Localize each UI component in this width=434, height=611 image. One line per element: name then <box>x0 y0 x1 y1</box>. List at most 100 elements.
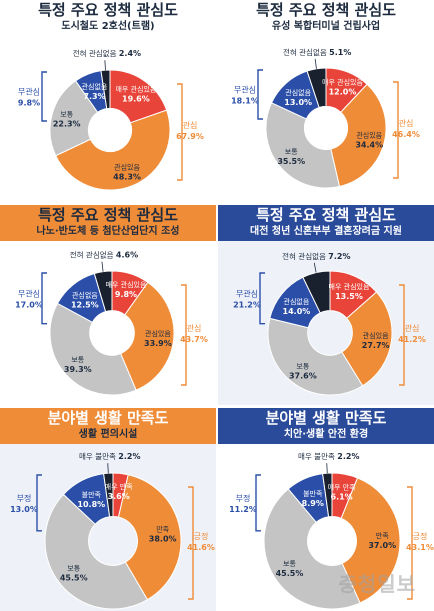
negative-bracket <box>259 272 265 325</box>
positive-bracket <box>393 81 399 179</box>
group-value: 9.8% <box>18 99 40 108</box>
chart-subtitle: 유성 복합터미널 건립사업 <box>271 21 381 32</box>
slice-value: 38.0% <box>149 534 177 543</box>
chart-header: 특정 주요 정책 관심도 도시철도 2호선(트램) <box>0 0 216 36</box>
slice-value: 2.2% <box>337 452 359 461</box>
pie-slice <box>330 83 387 188</box>
group-label: 무관심 <box>18 87 40 97</box>
slice-label: 관심있음 <box>363 331 389 340</box>
positive-bracket <box>181 284 187 386</box>
slice-label: 보통 <box>71 356 84 364</box>
group-label: 부정 <box>236 493 251 503</box>
slice-value: 19.6% <box>122 94 150 103</box>
pie-slice <box>44 493 149 610</box>
slice-label: 관심없음 <box>284 297 310 306</box>
slice-label: 매우 만족 <box>105 482 134 491</box>
group-label: 관심 <box>405 323 420 333</box>
chart-subtitle: 대전 청년 신혼부부 결혼장려금 지원 <box>250 226 402 237</box>
slice-value: 14.0% <box>283 307 311 316</box>
slice-label: 매우 관심있음 <box>115 84 156 93</box>
group-label: 관심 <box>399 118 414 128</box>
pie-slice <box>263 488 361 610</box>
slice-label: 전혀 관심없음 2.4% <box>73 48 141 58</box>
slice-label: 보통 <box>285 148 298 156</box>
group-label: 무관심 <box>18 288 40 298</box>
group-value: 13.0% <box>10 505 38 514</box>
slice-value: 10.8% <box>77 500 105 509</box>
slice-label: 매우 관심있음 <box>329 282 370 291</box>
slice-value: 13.0% <box>284 98 312 107</box>
pie-slice <box>341 291 393 387</box>
slice-label: 보통 <box>60 111 73 119</box>
positive-bracket <box>407 486 413 600</box>
group-value: 46.4% <box>392 130 420 139</box>
group-label: 무관심 <box>234 85 256 95</box>
positive-bracket <box>399 284 405 386</box>
chart-title: 특정 주요 정책 관심도 <box>38 1 178 19</box>
slice-label: 매우 관심있음 <box>106 280 147 289</box>
positive-bracket <box>177 83 183 181</box>
chart-title: 특정 주요 정책 관심도 <box>38 206 178 224</box>
group-value: 43.1% <box>406 543 434 552</box>
pie-slice <box>267 317 364 396</box>
leader-line <box>107 463 109 474</box>
slice-label: 관심있음 <box>114 162 140 171</box>
leader-line <box>314 58 317 69</box>
group-label: 부정 <box>17 493 32 503</box>
group-value: 17.0% <box>15 300 43 309</box>
pie-slice <box>103 472 114 518</box>
group-label: 관심 <box>187 323 202 333</box>
slice-value: 5.1% <box>329 48 351 57</box>
group-label: 긍정 <box>413 531 428 541</box>
chart-panel-1: 특정 주요 정책 관심도 도시철도 2호선(트램) 매우 관심있음 19.6% 관심있음… <box>0 0 216 200</box>
slice-value: 2.2% <box>118 452 140 461</box>
chart-title: 분야별 생활 만족도 <box>265 409 387 427</box>
pie-slice <box>302 270 331 314</box>
slice-value: 35.5% <box>277 157 305 166</box>
leader-line <box>326 463 328 474</box>
group-value: 41.2% <box>398 335 426 344</box>
group-value: 18.1% <box>231 97 259 106</box>
pie-slice <box>306 67 327 109</box>
watermark: 충청일보 <box>338 572 416 596</box>
pie-slice <box>120 281 175 391</box>
group-value: 67.9% <box>176 132 204 141</box>
slice-value: 7.3% <box>83 92 105 101</box>
negative-bracket <box>257 69 263 120</box>
slice-label: 매우 관심있음 <box>322 77 363 86</box>
slice-value: 13.5% <box>335 292 363 301</box>
negative-bracket <box>41 71 47 122</box>
slice-label: 전혀 관심없음 5.1% <box>283 47 351 57</box>
chart-panel-5: 분야별 생활 만족도 생활 편의시설 매우 만족 3.6% 만족 38.0% 보통 45.5%… <box>0 408 216 611</box>
pie-slice <box>49 80 99 157</box>
leader-line <box>104 60 106 71</box>
slice-label: 관심없음 <box>72 290 98 299</box>
pie-slice <box>93 270 113 313</box>
pie-slice <box>109 69 168 124</box>
slice-label: 전혀 관심없음 7.2% <box>282 251 350 261</box>
slice-label: 전혀 관심없음 4.6% <box>70 250 138 260</box>
slice-value: 37.6% <box>289 371 317 380</box>
slice-label: 보통 <box>296 362 309 370</box>
pie-slice <box>49 302 137 396</box>
slice-label: 매우 만족 <box>328 483 357 492</box>
group-value: 11.2% <box>229 505 257 514</box>
slice-label: 만족 <box>156 524 169 533</box>
chart-subtitle: 치안·생활 안전 환경 <box>283 429 369 440</box>
chart-title: 특정 주요 정책 관심도 <box>256 1 396 19</box>
chart-header: 분야별 생활 만족도 생활 편의시설 <box>0 408 216 444</box>
slice-label: 불만족 <box>303 489 323 498</box>
slice-value: 12.0% <box>329 87 357 96</box>
chart-header: 특정 주요 정책 관심도 대전 청년 신혼부부 결혼장려금 지원 <box>218 205 434 241</box>
group-label: 관심 <box>183 120 198 130</box>
pie-slice <box>322 472 333 518</box>
slice-label: 관심있음 <box>356 131 382 140</box>
